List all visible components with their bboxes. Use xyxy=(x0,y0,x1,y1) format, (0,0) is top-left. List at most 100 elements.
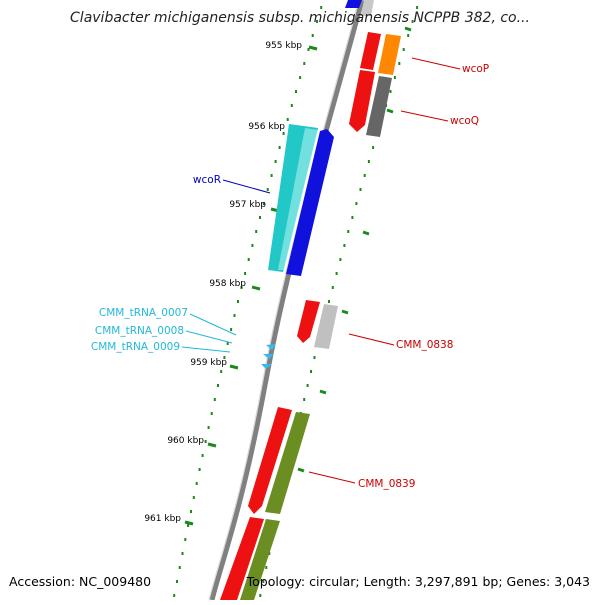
guide-dot xyxy=(286,118,289,121)
gene-red-0839-upper[interactable] xyxy=(248,407,292,514)
accession-text: Accession: NC_009480 xyxy=(9,574,152,589)
guide-dot xyxy=(316,20,318,23)
guide-dot xyxy=(372,146,375,149)
guide-dot xyxy=(335,272,338,275)
guide-dot xyxy=(398,62,401,65)
tick-label: 961 kbp xyxy=(144,514,181,524)
guide-dot xyxy=(204,440,207,443)
guide-dot xyxy=(282,132,285,135)
guide-dot xyxy=(270,174,273,177)
guide-dot xyxy=(303,398,306,401)
guide-dot xyxy=(187,524,190,527)
guide-dot xyxy=(265,566,268,569)
guide-dot xyxy=(351,216,354,219)
guide-dot xyxy=(217,384,219,387)
guide-dot xyxy=(347,230,350,233)
guide-dot xyxy=(173,594,176,597)
tick-label: 955 kbp xyxy=(265,41,302,51)
tick-mark xyxy=(308,45,318,51)
guide-dot xyxy=(198,468,201,471)
genome-title: Clavibacter michiganensis subsp. michiga… xyxy=(70,10,530,26)
guide-dot xyxy=(262,580,265,583)
guide-dot xyxy=(355,202,358,205)
label-trna-0007[interactable]: CMM_tRNA_0007 xyxy=(99,307,188,319)
label-cmm-0839[interactable]: CMM_0839 xyxy=(358,478,415,490)
gene-red-wcoq-left[interactable] xyxy=(349,70,375,132)
gene-top-blue[interactable] xyxy=(345,0,362,8)
guide-dot xyxy=(303,62,306,65)
guide-dot xyxy=(339,258,342,261)
guide-dot xyxy=(223,356,226,359)
guide-dot xyxy=(184,538,187,541)
guide-dot xyxy=(411,20,414,23)
guide-dot xyxy=(195,482,198,485)
inner-guide-dots xyxy=(173,6,323,597)
trna-0007[interactable] xyxy=(266,344,276,350)
guide-dot xyxy=(343,244,346,247)
guide-dot xyxy=(251,244,254,247)
genome-backbone xyxy=(209,0,365,601)
gene-cyan-highlight xyxy=(278,128,318,270)
guide-dot xyxy=(178,566,181,569)
guide-dot xyxy=(240,286,243,289)
guide-dot xyxy=(259,594,262,597)
guide-dot xyxy=(306,384,309,387)
gene-red-wcop-left[interactable] xyxy=(360,32,381,70)
trna-0009[interactable] xyxy=(261,364,272,369)
trna-0008[interactable] xyxy=(263,354,274,359)
guide-dot xyxy=(210,412,213,415)
tick-mark xyxy=(207,442,217,448)
guide-dot xyxy=(244,272,247,275)
tick-mark xyxy=(229,364,239,370)
label-trna-0009[interactable]: CMM_tRNA_0009 xyxy=(91,341,180,353)
guide-dot xyxy=(201,454,204,457)
guide-dot xyxy=(393,76,396,79)
gene-wcoq[interactable] xyxy=(366,76,392,137)
gene-top-gray[interactable] xyxy=(361,0,374,16)
label-wcor[interactable]: wcoR xyxy=(193,174,221,186)
gene-wcop[interactable] xyxy=(378,34,401,75)
tick-label: 960 kbp xyxy=(167,436,204,446)
tick-label: 956 kbp xyxy=(248,122,285,132)
guide-dot xyxy=(247,258,250,261)
guide-dot xyxy=(192,496,195,499)
gene-olive-lower[interactable] xyxy=(240,519,280,600)
tick-mark xyxy=(251,285,261,291)
guide-dot xyxy=(230,328,233,331)
guide-dot xyxy=(259,216,261,219)
gene-cmm-0838[interactable] xyxy=(314,304,338,349)
guide-dot xyxy=(176,580,178,583)
guide-dot xyxy=(181,552,184,555)
guide-dot xyxy=(207,426,210,429)
gene-red-lower[interactable] xyxy=(220,517,264,600)
gene-red-0838-left[interactable] xyxy=(297,300,320,343)
genome-backbone-highlight xyxy=(208,0,360,601)
guide-dot xyxy=(266,188,269,191)
guide-dot xyxy=(310,370,312,373)
gene-features xyxy=(220,0,401,600)
gene-wcor[interactable] xyxy=(286,129,334,276)
label-leaders xyxy=(181,57,461,484)
label-cmm-0838[interactable]: CMM_0838 xyxy=(396,339,453,351)
guide-dot xyxy=(290,104,293,107)
guide-dot xyxy=(278,146,281,149)
guide-dot xyxy=(407,34,410,37)
gene-cmm-0839[interactable] xyxy=(265,412,310,514)
guide-dot xyxy=(367,160,370,163)
guide-dot xyxy=(220,370,223,373)
label-wcoq[interactable]: wcoQ xyxy=(450,115,479,127)
guide-dot xyxy=(331,286,334,289)
guide-dot xyxy=(320,6,323,9)
label-wcop[interactable]: wcoP xyxy=(462,63,489,75)
guide-dot xyxy=(237,300,239,303)
guide-dot xyxy=(389,90,392,93)
guide-dot xyxy=(359,188,362,191)
label-trna-0008[interactable]: CMM_tRNA_0008 xyxy=(95,325,184,337)
guide-dot xyxy=(328,300,330,303)
guide-dot xyxy=(274,160,277,163)
tick-mark xyxy=(184,520,194,526)
guide-dot xyxy=(402,48,405,51)
guide-dot xyxy=(226,342,229,345)
guide-dot xyxy=(213,398,216,401)
